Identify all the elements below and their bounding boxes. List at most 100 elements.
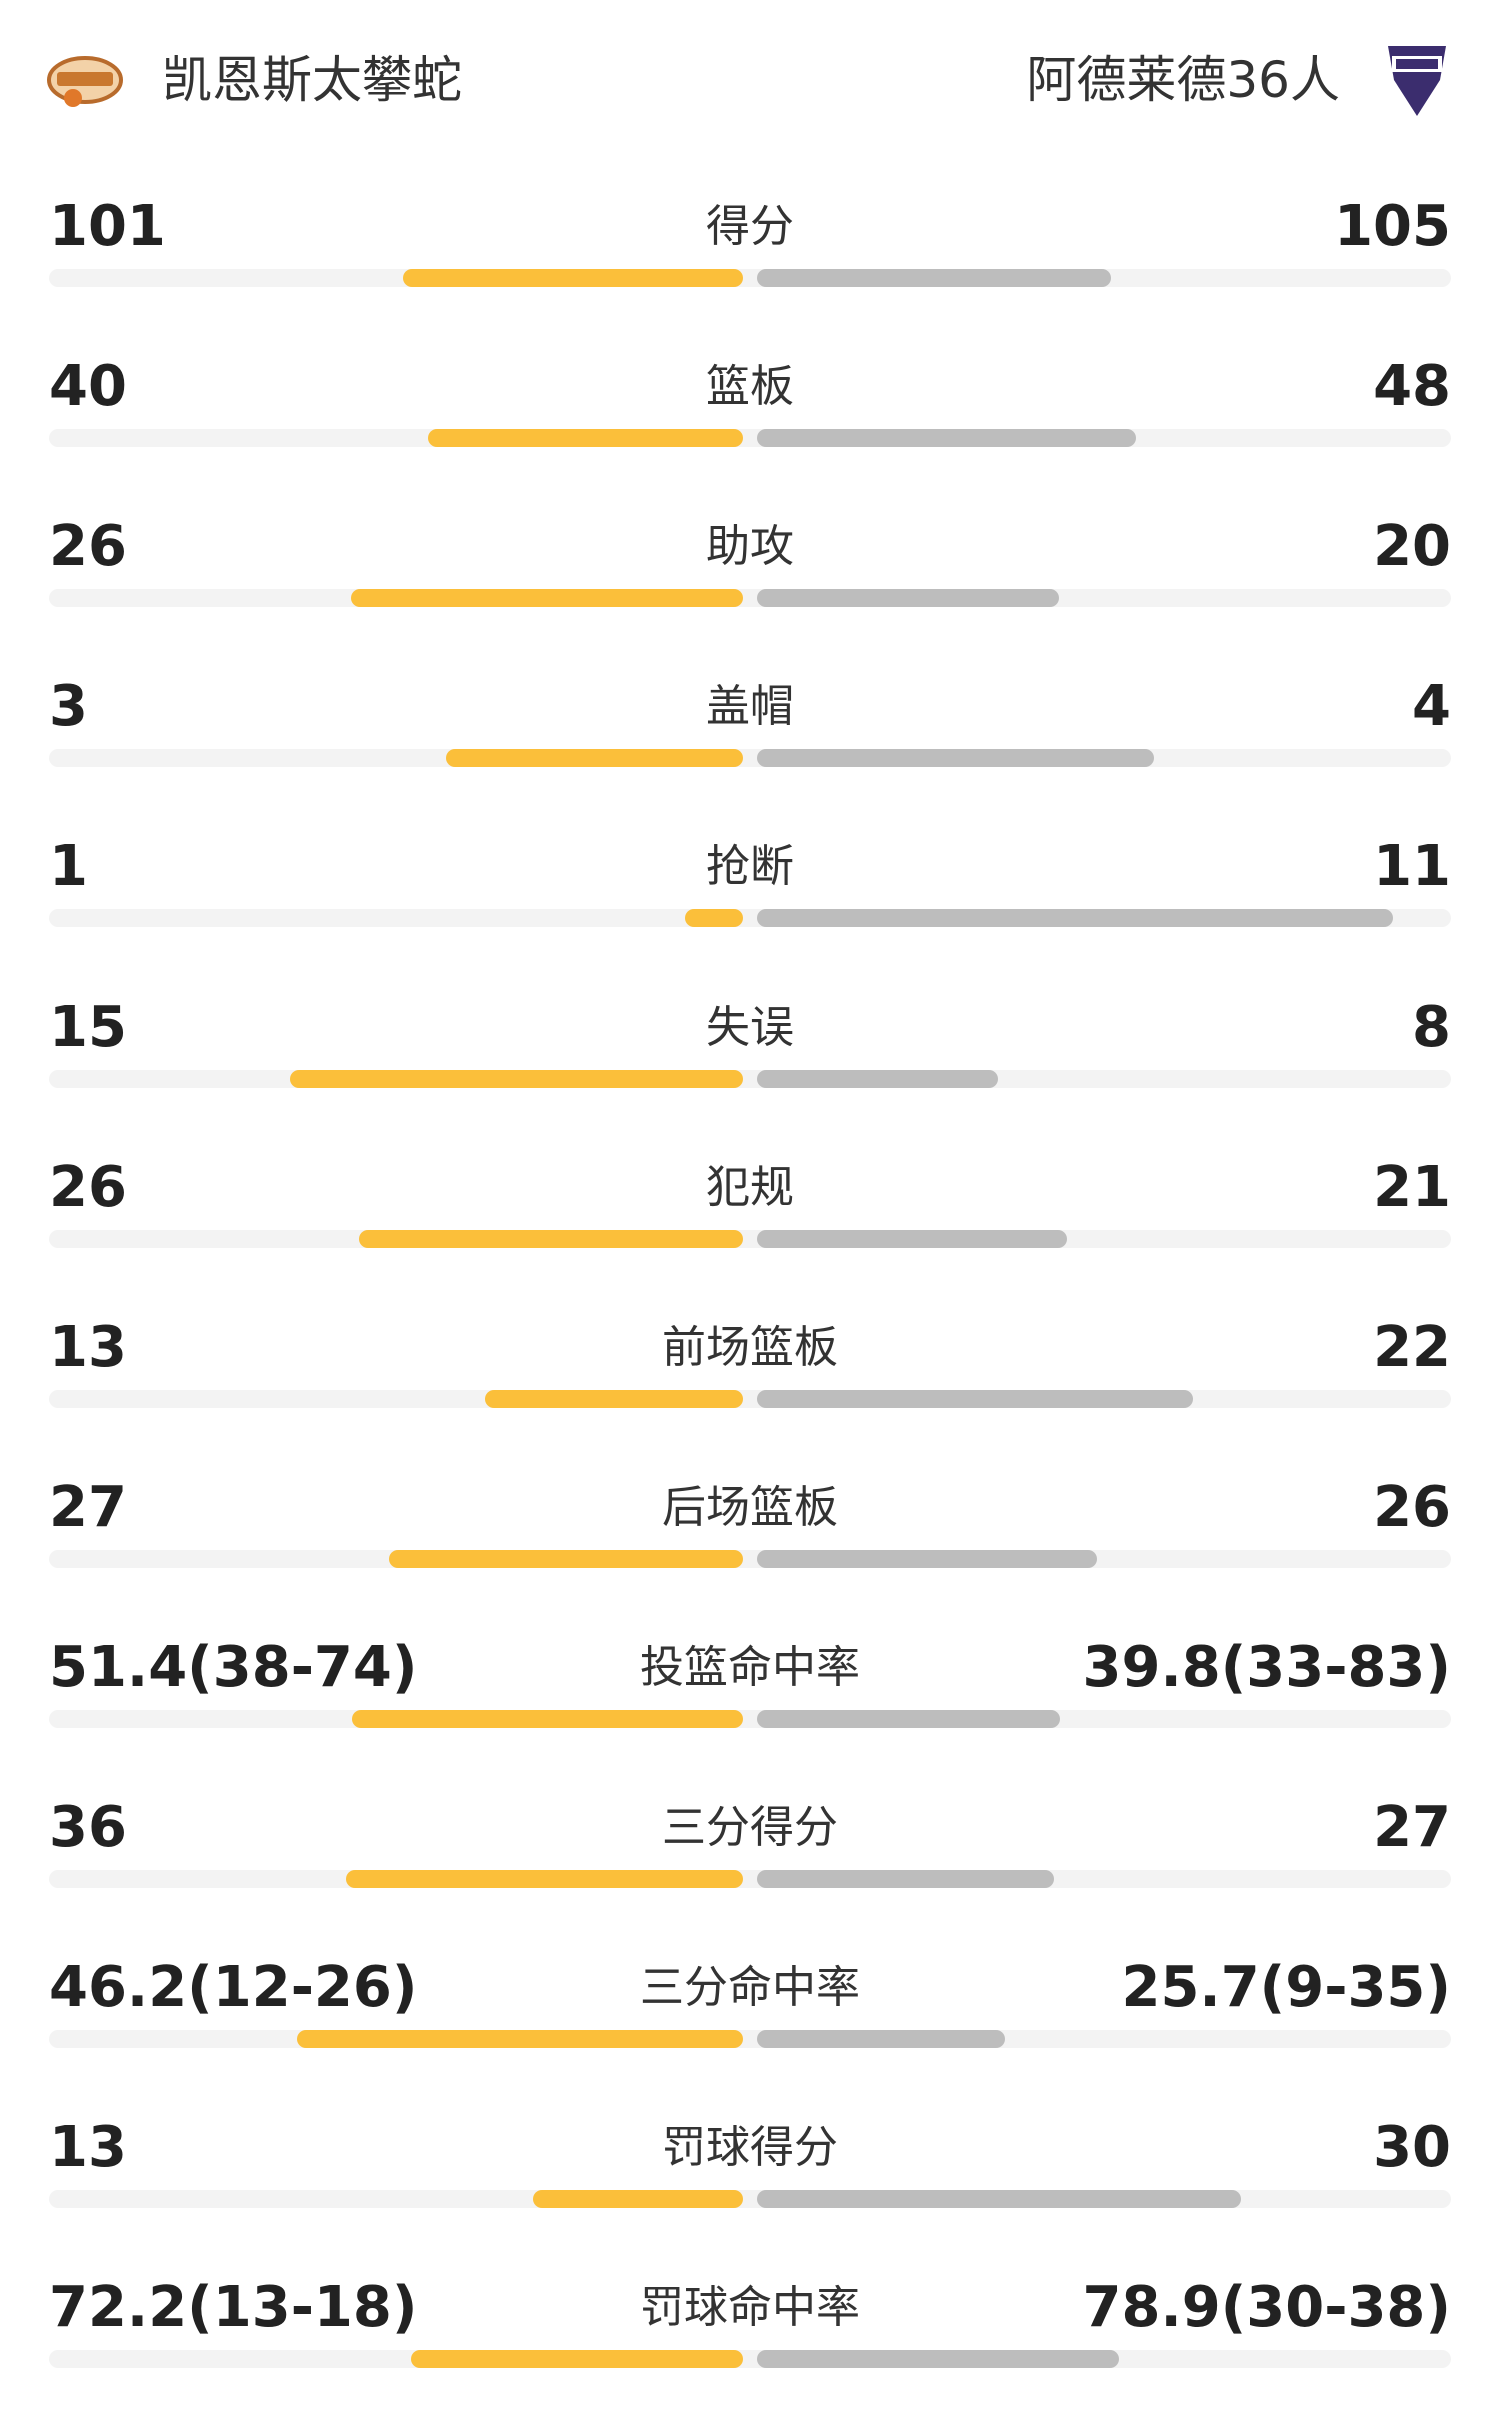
home-bar (402, 269, 743, 287)
stat-row: 3 盖帽 4 (0, 675, 1500, 835)
away-bar (757, 1389, 1194, 1408)
away-value: 105 (1334, 194, 1451, 259)
away-bar (757, 749, 1154, 768)
away-team: 阿德莱德36人 (1026, 51, 1340, 109)
home-bar (485, 1389, 743, 1408)
away-value: 8 (1412, 994, 1451, 1060)
stat-label: 失误 (706, 1001, 794, 1053)
home-team: 凯恩斯太攀蛇 (162, 51, 462, 109)
stat-label: 盖帽 (706, 681, 794, 733)
stat-label: 后场篮板 (662, 1481, 838, 1533)
away-bar (757, 1069, 999, 1088)
home-bar (411, 2350, 743, 2369)
stat-row: 72.2(13-18) 罚球命中率 78.9(30-38) (0, 2276, 1500, 2436)
home-bar (346, 1870, 743, 1888)
home-bar (351, 1709, 743, 1728)
away-value: 78.9(30-38) (1082, 2275, 1451, 2341)
stat-label: 篮板 (706, 361, 794, 413)
home-value: 27 (49, 1474, 127, 1540)
stat-label: 抢断 (706, 841, 794, 893)
stat-row: 13 罚球得分 30 (0, 2116, 1500, 2276)
away-bar (757, 1229, 1068, 1248)
away-bar (757, 2350, 1120, 2369)
home-value: 13 (49, 1314, 127, 1380)
home-value: 46.2(12-26) (49, 1955, 418, 2021)
bar-track (49, 429, 1451, 448)
home-value: 26 (49, 514, 127, 580)
stat-label: 罚球得分 (662, 2122, 838, 2174)
away-value: 25.7(9-35) (1121, 1955, 1452, 2021)
away-bar (757, 1549, 1098, 1568)
bar-track (49, 1069, 1451, 1088)
home-value: 36 (49, 1795, 127, 1860)
stat-label: 三分命中率 (640, 1962, 860, 2014)
stat-label: 得分 (706, 201, 794, 252)
bar-track (49, 269, 1451, 287)
away-value: 20 (1373, 514, 1451, 580)
away-value: 11 (1373, 834, 1451, 900)
home-value: 26 (49, 1154, 127, 1220)
away-bar (757, 269, 1111, 287)
away-value: 4 (1412, 674, 1451, 740)
away-value: 21 (1373, 1154, 1451, 1220)
home-bar (427, 429, 743, 448)
away-bar (757, 429, 1136, 448)
home-value: 40 (49, 354, 127, 420)
away-bar (757, 1709, 1060, 1728)
bar-track (49, 2350, 1451, 2369)
stat-row: 40 篮板 48 (0, 355, 1500, 515)
home-value: 15 (49, 994, 127, 1060)
away-value: 39.8(33-83) (1082, 1634, 1451, 1700)
home-bar (533, 2190, 743, 2209)
away-bar (757, 1870, 1055, 1888)
home-value: 72.2(13-18) (49, 2275, 418, 2341)
away-value: 26 (1373, 1474, 1451, 1540)
stat-row: 13 前场篮板 22 (0, 1314, 1500, 1476)
home-value: 1 (49, 834, 88, 900)
stat-label: 前场篮板 (662, 1321, 838, 1373)
home-bar (389, 1549, 743, 1568)
bar-track (49, 589, 1451, 608)
stat-row: 15 失误 8 (0, 994, 1500, 1156)
home-bar (685, 909, 743, 928)
bar-track (49, 1870, 1451, 1888)
away-bar (757, 909, 1394, 928)
home-value: 13 (49, 2115, 127, 2181)
stat-row: 26 犯规 21 (0, 1154, 1500, 1316)
stat-row: 1 抢断 11 (0, 835, 1500, 995)
bar-track (49, 749, 1451, 768)
away-value: 30 (1373, 2115, 1451, 2181)
stat-row: 36 三分得分 27 (0, 1796, 1500, 1956)
stat-row: 51.4(38-74) 投篮命中率 39.8(33-83) (0, 1634, 1500, 1796)
away-logo (1388, 46, 1446, 116)
stat-label: 三分得分 (662, 1802, 838, 1853)
home-value: 3 (49, 674, 88, 740)
stat-row: 27 后场篮板 26 (0, 1474, 1500, 1636)
bar-track (49, 1549, 1451, 1568)
away-value: 48 (1373, 354, 1451, 420)
stat-label: 助攻 (706, 521, 794, 573)
stat-row: 26 助攻 20 (0, 515, 1500, 675)
bar-track (49, 1389, 1451, 1408)
stat-row: 46.2(12-26) 三分命中率 25.7(9-35) (0, 1956, 1500, 2116)
stat-label: 罚球命中率 (640, 2282, 860, 2334)
home-bar (297, 2030, 743, 2049)
home-bar (350, 589, 743, 608)
home-value: 51.4(38-74) (49, 1634, 418, 1700)
bar-track (49, 2030, 1451, 2049)
away-bar (757, 589, 1059, 608)
away-bar (757, 2030, 1006, 2049)
home-bar (290, 1069, 743, 1088)
home-bar (359, 1229, 743, 1248)
bar-track (49, 1229, 1451, 1248)
away-value: 22 (1373, 1314, 1451, 1380)
away-value: 27 (1373, 1795, 1451, 1860)
bar-track (49, 1709, 1451, 1728)
home-logo (47, 56, 123, 107)
home-bar (445, 749, 743, 768)
stat-label: 犯规 (706, 1161, 794, 1213)
stat-row: 101 得分 105 (0, 195, 1500, 355)
stat-label: 投篮命中率 (640, 1641, 860, 1693)
home-value: 101 (49, 194, 166, 259)
